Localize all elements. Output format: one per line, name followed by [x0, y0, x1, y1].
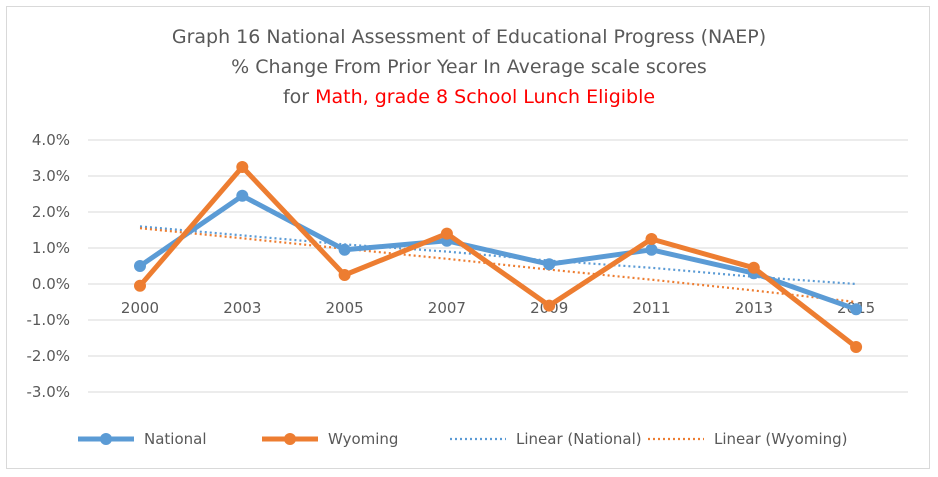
x-tick-label: 2013 [735, 299, 773, 317]
x-tick-label: 2003 [223, 299, 261, 317]
x-tick-label: 2011 [632, 299, 670, 317]
y-tick-label: -2.0% [26, 347, 70, 365]
y-tick-label: 0.0% [32, 275, 70, 293]
legend-label: National [144, 430, 207, 448]
series-line-wyoming [138, 164, 858, 349]
y-tick-label: 1.0% [32, 239, 70, 257]
data-point-wyoming [338, 269, 351, 281]
data-point-wyoming [747, 261, 760, 274]
data-point-wyoming [850, 341, 863, 353]
chart-subtitle-2: for Math, grade 8 School Lunch Eligible [0, 86, 938, 108]
data-point-wyoming [236, 161, 249, 173]
x-tick-label: 2000 [121, 299, 159, 317]
data-point-wyoming [543, 299, 556, 312]
data-point-national [236, 189, 249, 202]
data-point-national [338, 243, 351, 256]
data-point-wyoming [440, 227, 453, 240]
data-point-national [543, 258, 556, 271]
x-tick-label: 2005 [326, 299, 364, 317]
y-tick-label: -1.0% [26, 311, 70, 329]
y-tick-label: 4.0% [32, 131, 70, 149]
data-point-national [850, 303, 863, 316]
y-tick-label: 3.0% [32, 167, 70, 185]
data-point-wyoming [645, 233, 658, 245]
y-tick-label: -3.0% [26, 383, 70, 401]
y-tick-label: 2.0% [32, 203, 70, 221]
x-tick-label: 2007 [428, 299, 466, 317]
series-line-national [138, 193, 857, 312]
subtitle-prefix: for [282, 86, 316, 108]
legend-label: Wyoming [328, 430, 398, 448]
data-point-wyoming [134, 279, 146, 292]
subtitle-highlight: Math, grade 8 School Lunch Eligible [315, 86, 656, 108]
legend-marker [100, 433, 112, 445]
data-point-national [645, 243, 658, 256]
data-point-national [134, 260, 146, 272]
chart-title: Graph 16 National Assessment of Educatio… [171, 26, 767, 48]
legend-marker [284, 433, 296, 445]
legend-label: Linear (National) [516, 430, 642, 448]
chart-subtitle: % Change From Prior Year In Average scal… [231, 56, 707, 78]
legend-label: Linear (Wyoming) [714, 430, 848, 448]
